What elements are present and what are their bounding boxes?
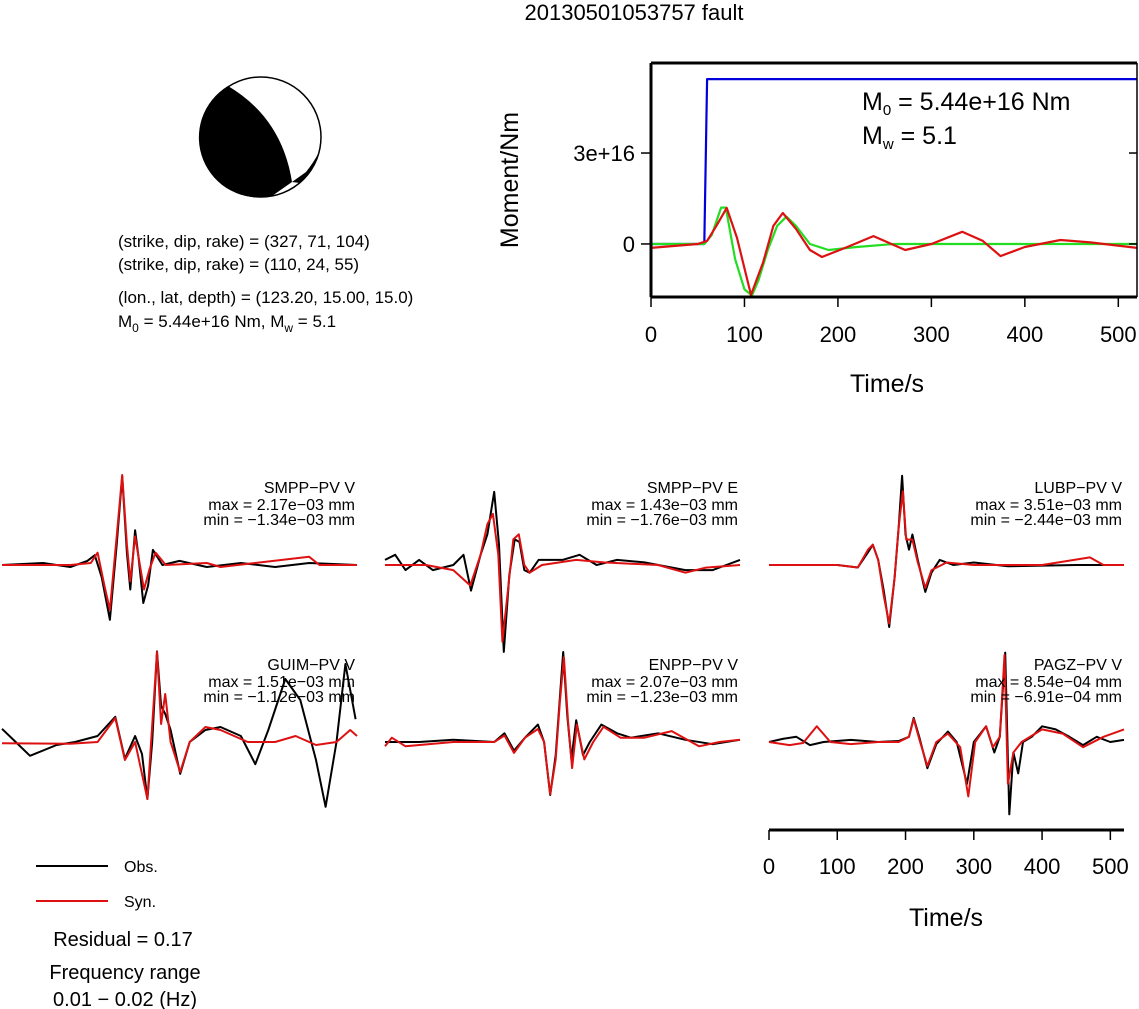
subscript: w bbox=[882, 136, 894, 153]
y-axis-label: Moment/Nm bbox=[496, 112, 524, 248]
symbol: M bbox=[118, 312, 132, 331]
line bbox=[651, 206, 1137, 297]
line bbox=[385, 512, 741, 643]
subscript: 0 bbox=[883, 102, 891, 119]
line bbox=[650, 206, 1138, 296]
min-label: min = −6.91e−04 mm bbox=[970, 689, 1122, 706]
line bbox=[768, 651, 1125, 816]
subscript: 0 bbox=[132, 321, 139, 335]
max-label: max = 1.43e−03 mm bbox=[591, 497, 738, 514]
max-label: max = 2.07e−03 mm bbox=[591, 674, 738, 691]
symbol: M bbox=[862, 88, 883, 116]
text: = 5.44e+16 Nm, bbox=[139, 312, 270, 331]
figure-title: 20130501053757 fault bbox=[525, 0, 744, 25]
station-label: LUBP−PV V bbox=[1034, 480, 1122, 497]
x-tick-label: 200 bbox=[887, 854, 924, 879]
x-tick-label: 300 bbox=[913, 322, 950, 347]
min-label: min = −1.12e−03 mm bbox=[203, 689, 355, 706]
text: = 5.44e+16 Nm bbox=[891, 88, 1070, 116]
beachball bbox=[198, 76, 322, 198]
station-label: SMPP−PV E bbox=[647, 480, 738, 497]
min-label: min = −1.34e−03 mm bbox=[203, 512, 355, 529]
line bbox=[1, 651, 358, 800]
x-tick-label: 500 bbox=[1100, 322, 1137, 347]
text: = 5.1 bbox=[894, 122, 957, 150]
legend-label: Obs. bbox=[124, 859, 158, 876]
beachball-compression bbox=[292, 152, 319, 183]
station-label: ENPP−PV V bbox=[649, 657, 739, 674]
y-tick-label: 3e+16 bbox=[573, 141, 635, 166]
x-tick-label: 0 bbox=[645, 322, 657, 347]
x-tick-label: 300 bbox=[955, 854, 992, 879]
x-tick-label: 100 bbox=[726, 322, 763, 347]
x-tick-label: 400 bbox=[1024, 854, 1061, 879]
x-axis-label: Time/s bbox=[850, 370, 924, 398]
max-label: max = 8.54e−04 mm bbox=[975, 674, 1122, 691]
min-label: min = −1.23e−03 mm bbox=[586, 689, 738, 706]
annotation: M0 = 5.44e+16 Nm bbox=[862, 88, 1070, 119]
station-label: SMPP−PV V bbox=[264, 480, 355, 497]
x-tick-label: 400 bbox=[1006, 322, 1043, 347]
text: = 5.1 bbox=[293, 312, 336, 331]
plane-text: (strike, dip, rake) = (327, 71, 104) bbox=[118, 232, 370, 251]
line bbox=[768, 654, 1125, 798]
line bbox=[2, 474, 357, 611]
max-label: max = 2.17e−03 mm bbox=[208, 497, 355, 514]
x-axis-label: Time/s bbox=[909, 904, 983, 932]
x-tick-label: 100 bbox=[819, 854, 856, 879]
beachball-compression bbox=[198, 86, 292, 198]
symbol: M bbox=[270, 312, 284, 331]
annotation: Mw = 5.1 bbox=[862, 122, 957, 153]
frequency-range: Frequency range bbox=[49, 962, 200, 984]
line bbox=[769, 490, 1124, 625]
moment-text: M0 = 5.44e+16 Nm, Mw = 5.1 bbox=[118, 312, 336, 335]
y-tick-label: 0 bbox=[623, 232, 635, 257]
min-label: min = −2.44e−03 mm bbox=[970, 512, 1122, 529]
x-tick-label: 0 bbox=[763, 854, 775, 879]
legend-label: Syn. bbox=[124, 894, 156, 911]
max-label: max = 3.51e−03 mm bbox=[975, 497, 1122, 514]
location-text: (lon., lat, depth) = (123.20, 15.00, 15.… bbox=[118, 288, 413, 307]
station-label: PAGZ−PV V bbox=[1034, 657, 1123, 674]
x-tick-label: 500 bbox=[1092, 854, 1129, 879]
x-tick-label: 200 bbox=[820, 322, 857, 347]
symbol: M bbox=[862, 122, 883, 150]
plane-text: (strike, dip, rake) = (110, 24, 55) bbox=[118, 255, 359, 274]
residual: Residual = 0.17 bbox=[53, 929, 193, 951]
min-label: min = −1.76e−03 mm bbox=[586, 512, 738, 529]
subscript: w bbox=[283, 321, 293, 335]
max-label: max = 1.51e−03 mm bbox=[208, 674, 355, 691]
station-label: GUIM−PV V bbox=[267, 657, 355, 674]
frequency-range: 0.01 − 0.02 (Hz) bbox=[53, 989, 197, 1009]
line bbox=[384, 656, 741, 796]
